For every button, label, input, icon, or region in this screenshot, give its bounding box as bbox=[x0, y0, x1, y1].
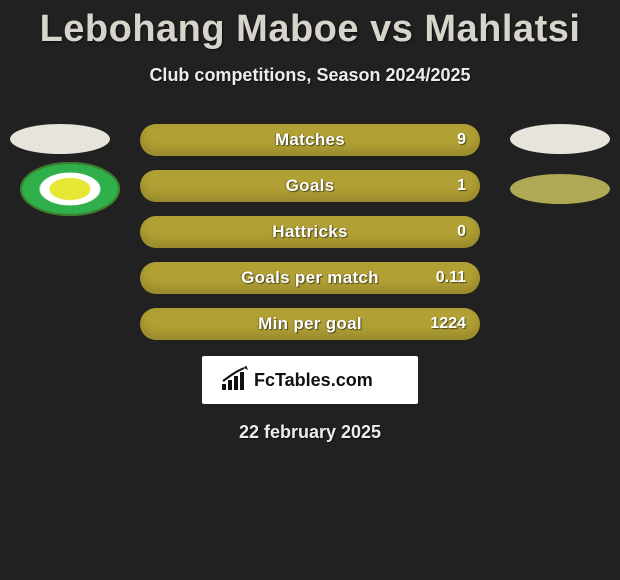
stat-label: Hattricks bbox=[272, 222, 347, 242]
stat-label: Goals bbox=[286, 176, 335, 196]
stat-value: 0 bbox=[457, 223, 466, 241]
page-title: Lebohang Maboe vs Mahlatsi bbox=[0, 0, 620, 51]
stat-row-min-per-goal: Min per goal 1224 bbox=[140, 308, 480, 340]
stat-value: 0.11 bbox=[436, 269, 466, 287]
brand-attribution: FcTables.com bbox=[202, 356, 418, 404]
stat-label: Goals per match bbox=[241, 268, 379, 288]
stat-row-hattricks: Hattricks 0 bbox=[140, 216, 480, 248]
stats-block: Matches 9 Goals 1 Hattricks 0 Goals per … bbox=[0, 124, 620, 443]
stat-value: 1224 bbox=[430, 315, 466, 333]
player2-badge-placeholder-1 bbox=[510, 124, 610, 154]
snapshot-date: 22 february 2025 bbox=[0, 422, 620, 443]
stat-label: Matches bbox=[275, 130, 345, 150]
stat-row-matches: Matches 9 bbox=[140, 124, 480, 156]
stat-value: 9 bbox=[457, 131, 466, 149]
brand-text: FcTables.com bbox=[254, 370, 373, 390]
fctables-logo-icon: FcTables.com bbox=[220, 366, 400, 394]
stat-label: Min per goal bbox=[258, 314, 362, 334]
player1-badge-placeholder-1 bbox=[10, 124, 110, 154]
stat-value: 1 bbox=[457, 177, 466, 195]
player2-badge-placeholder-2 bbox=[510, 174, 610, 204]
player1-club-logo bbox=[20, 162, 120, 216]
stat-row-goals: Goals 1 bbox=[140, 170, 480, 202]
subtitle: Club competitions, Season 2024/2025 bbox=[0, 65, 620, 86]
stat-row-goals-per-match: Goals per match 0.11 bbox=[140, 262, 480, 294]
